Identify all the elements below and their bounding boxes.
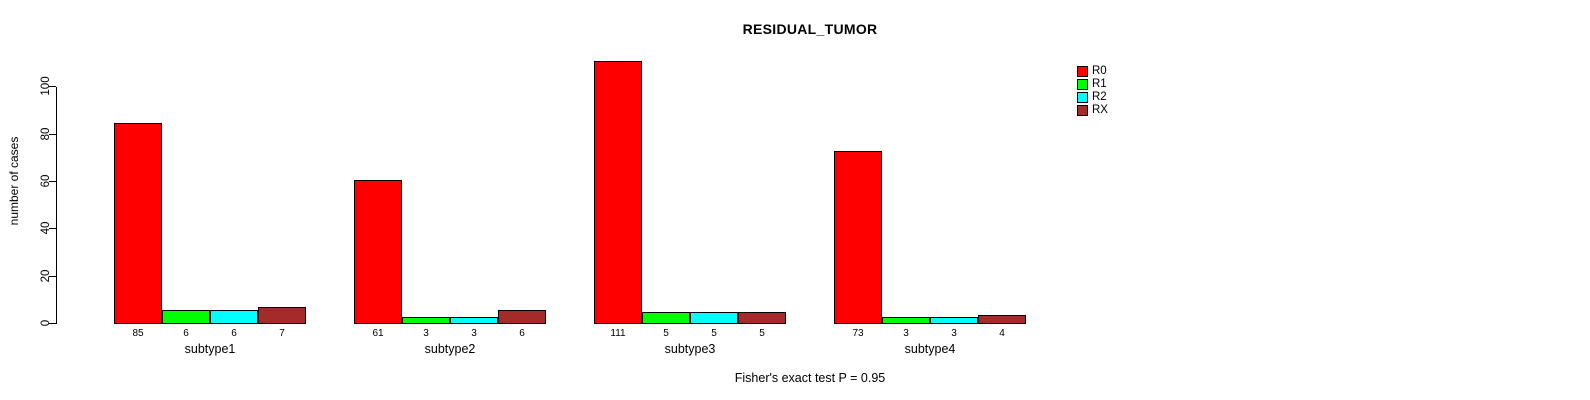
bar-r1-subtype3	[642, 312, 690, 324]
bar-value-label: 61	[372, 328, 384, 339]
bar-value-label: 7	[279, 328, 285, 339]
chart-title: RESIDUAL_TUMOR	[742, 21, 878, 37]
bar-r0-subtype4	[834, 151, 882, 324]
bar-r1-subtype1	[162, 310, 210, 324]
category-label: subtype4	[904, 342, 956, 356]
y-tick-label: 20	[40, 269, 52, 283]
bar-value-label: 4	[999, 328, 1005, 339]
legend-swatch-r0	[1077, 66, 1088, 77]
bar-value-label: 3	[951, 328, 957, 339]
bar-rx-subtype1	[258, 307, 306, 324]
y-tick-label: 60	[40, 174, 52, 188]
legend-label-r2: R2	[1092, 91, 1107, 103]
y-tick-label: 40	[40, 221, 52, 235]
fisher-test-caption: Fisher's exact test P = 0.95	[734, 371, 886, 385]
y-tick-mark	[49, 86, 56, 87]
bar-value-label: 5	[711, 328, 717, 339]
bar-r2-subtype1	[210, 310, 258, 324]
y-tick-mark	[49, 134, 56, 135]
category-label: subtype3	[664, 342, 716, 356]
category-label: subtype2	[424, 342, 476, 356]
bar-value-label: 73	[852, 328, 864, 339]
bar-rx-subtype2	[498, 310, 546, 324]
bar-value-label: 5	[759, 328, 765, 339]
legend-swatch-r2	[1077, 92, 1088, 103]
y-tick-label: 100	[40, 76, 52, 96]
bar-rx-subtype4	[978, 315, 1026, 324]
bar-r1-subtype2	[402, 317, 450, 324]
bar-value-label: 3	[471, 328, 477, 339]
bar-value-label: 3	[423, 328, 429, 339]
bar-r0-subtype1	[114, 123, 162, 324]
bar-value-label: 6	[231, 328, 237, 339]
y-tick-mark	[49, 181, 56, 182]
y-tick-mark	[49, 228, 56, 229]
category-label: subtype1	[184, 342, 236, 356]
bar-value-label: 85	[132, 328, 144, 339]
y-axis-line	[56, 87, 57, 324]
bar-r2-subtype4	[930, 317, 978, 324]
bar-r0-subtype3	[594, 61, 642, 324]
legend-swatch-rx	[1077, 105, 1088, 116]
bar-value-label: 3	[903, 328, 909, 339]
bar-r2-subtype2	[450, 317, 498, 324]
bar-value-label: 6	[519, 328, 525, 339]
bar-r2-subtype3	[690, 312, 738, 324]
bar-value-label: 111	[610, 328, 626, 339]
y-tick-label: 80	[40, 127, 52, 141]
legend-label-r1: R1	[1092, 78, 1107, 90]
legend-label-r0: R0	[1092, 65, 1107, 77]
y-tick-mark	[49, 323, 56, 324]
y-tick-mark	[49, 276, 56, 277]
bar-value-label: 5	[663, 328, 669, 339]
bar-rx-subtype3	[738, 312, 786, 324]
bar-value-label: 6	[183, 328, 189, 339]
legend-swatch-r1	[1077, 79, 1088, 90]
bar-r1-subtype4	[882, 317, 930, 324]
bar-r0-subtype2	[354, 180, 402, 324]
legend-label-rx: RX	[1092, 104, 1108, 116]
y-tick-label: 0	[40, 319, 52, 327]
y-axis-label: number of cases	[7, 136, 21, 226]
